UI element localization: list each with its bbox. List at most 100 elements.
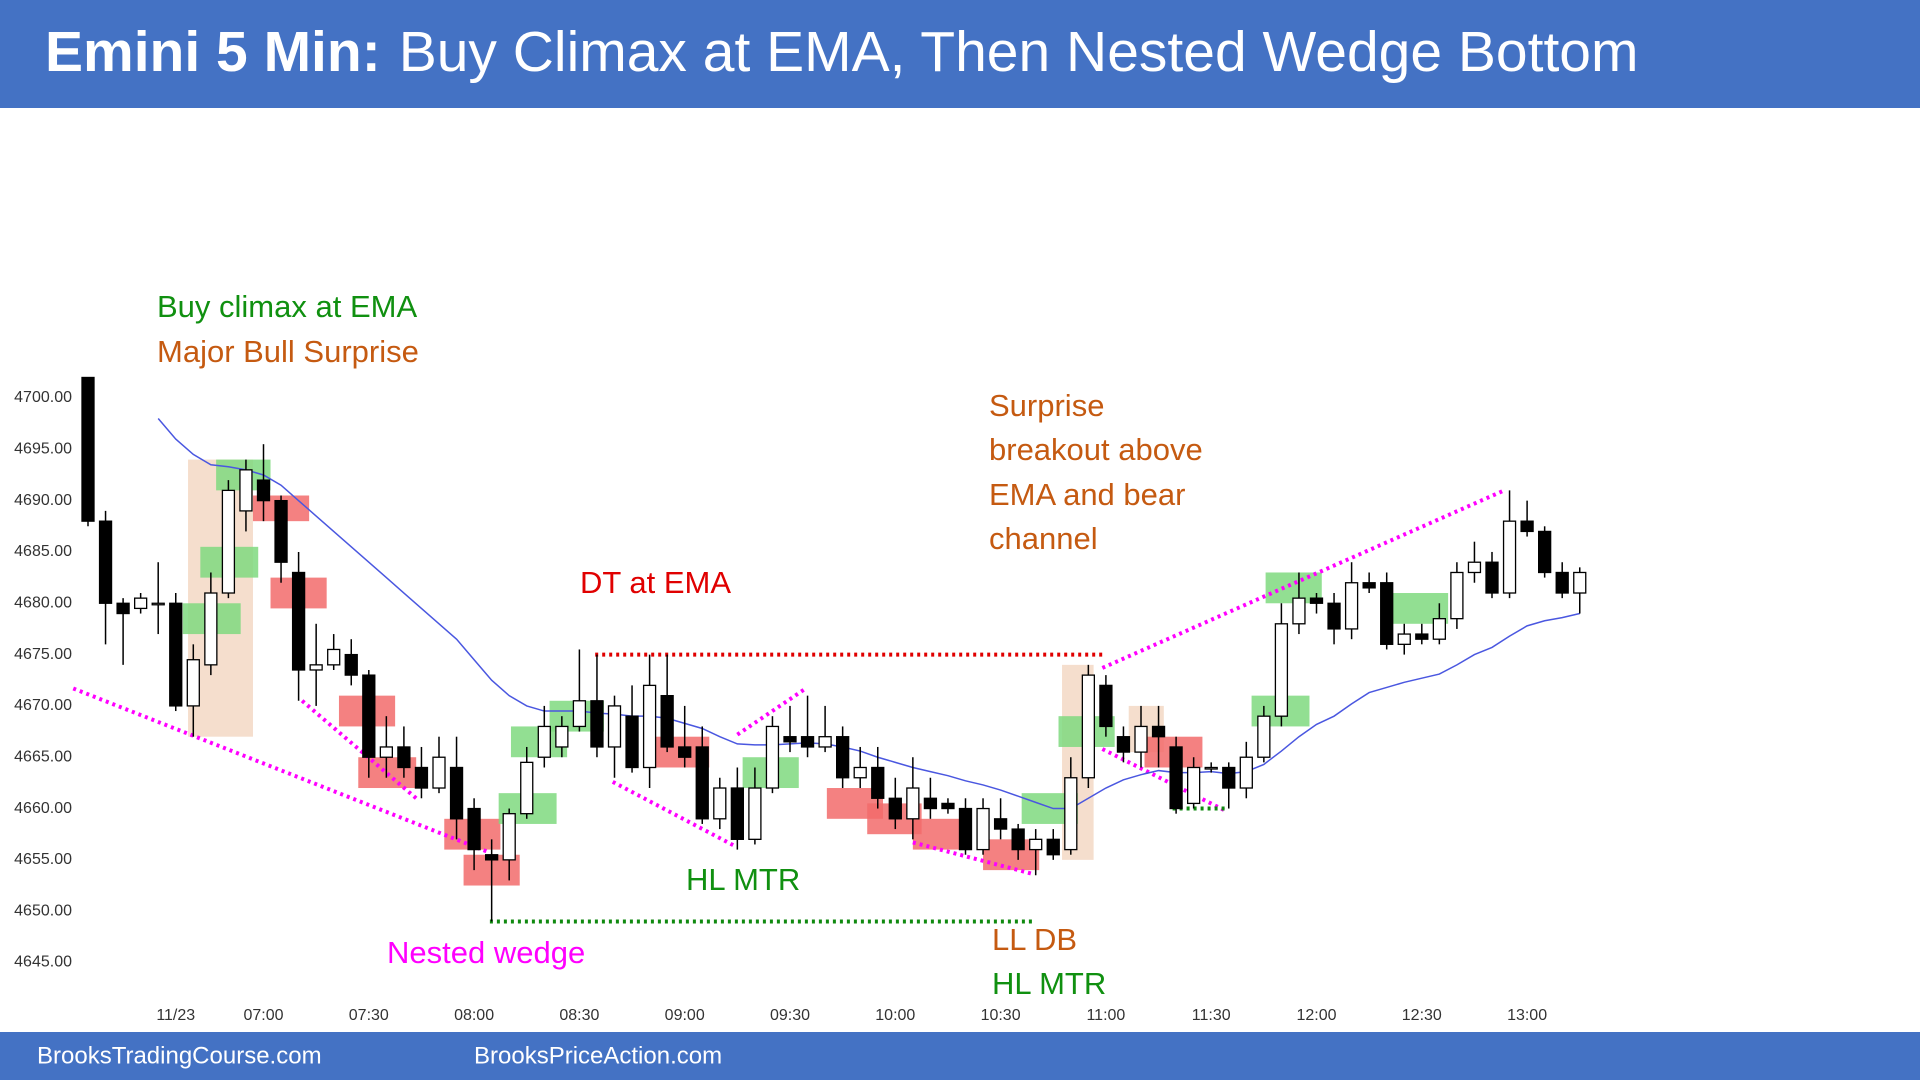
annotation: Surprise — [989, 388, 1104, 423]
candle-body — [327, 648, 341, 666]
candle-body — [572, 700, 587, 728]
candle-body — [1081, 674, 1095, 779]
candle-body — [1555, 571, 1569, 594]
candle-body — [397, 746, 411, 769]
candle-body — [1134, 725, 1148, 753]
candle-body — [1169, 746, 1183, 810]
x-tick-label: 08:00 — [454, 1007, 494, 1024]
candle-body — [1397, 633, 1411, 645]
candle-body — [362, 674, 376, 758]
y-tick-label: 4690.00 — [14, 492, 72, 509]
candle-body — [555, 725, 569, 748]
candle-body — [1344, 582, 1359, 630]
title-lead: Emini 5 Min: — [45, 20, 381, 84]
candle-body — [1029, 838, 1043, 851]
x-tick-label: 11:00 — [1086, 1007, 1125, 1024]
candle-body — [1239, 756, 1253, 789]
candle-body — [1380, 582, 1394, 645]
y-tick-label: 4645.00 — [14, 954, 72, 971]
candle-body — [344, 653, 358, 676]
annotation: channel — [989, 521, 1098, 556]
candle-body — [958, 807, 973, 851]
candle-body — [274, 499, 288, 563]
candle-body — [607, 705, 622, 748]
x-tick-label: 10:30 — [981, 1007, 1021, 1024]
candle-body — [1450, 571, 1464, 620]
candle-body — [976, 807, 990, 851]
candle-body — [484, 854, 499, 861]
candle-body — [1222, 766, 1236, 789]
y-tick-label: 4670.00 — [14, 697, 72, 714]
annotation: LL DB — [992, 922, 1077, 957]
candle-body — [993, 818, 1008, 830]
footer-link: BrooksPriceAction.com — [474, 1042, 722, 1069]
footer-bar — [0, 1032, 1920, 1080]
x-tick-label: 07:00 — [243, 1007, 283, 1024]
y-tick-label: 4660.00 — [14, 800, 72, 817]
x-tick-label: 07:30 — [349, 1007, 389, 1024]
candle-body — [1573, 571, 1587, 594]
candle-body — [432, 756, 446, 789]
candle-body — [1064, 777, 1078, 851]
annotation: EMA and bear — [989, 477, 1185, 512]
y-tick-label: 4685.00 — [14, 543, 72, 560]
candle-body — [116, 602, 130, 615]
candle-body — [1485, 561, 1499, 594]
y-tick-label: 4675.00 — [14, 646, 72, 663]
candle-body — [836, 736, 850, 779]
candle-body — [906, 787, 920, 820]
candle-body — [748, 787, 762, 840]
candle-body — [660, 694, 674, 748]
candle-body — [81, 376, 95, 522]
x-tick-label: 09:00 — [665, 1007, 705, 1024]
candle-body — [186, 659, 200, 707]
trend-line — [1101, 488, 1506, 670]
x-tick-label: 10:00 — [875, 1007, 915, 1024]
candle-body — [818, 736, 832, 748]
candle-body — [98, 520, 113, 604]
candle-body — [256, 479, 271, 502]
x-tick-label: 11:30 — [1192, 1007, 1231, 1024]
candle-body — [1538, 530, 1552, 574]
candle-body — [291, 571, 306, 671]
candle-body — [1187, 766, 1201, 805]
annotation: Major Bull Surprise — [157, 334, 419, 369]
candle-body — [1046, 838, 1060, 856]
candle-body — [1415, 633, 1429, 640]
candle-body — [239, 469, 253, 512]
candle-body — [625, 715, 639, 769]
candle-body — [695, 746, 709, 820]
y-tick-label: 4665.00 — [14, 748, 72, 765]
candle-body — [642, 684, 657, 769]
footer-link: BrooksTradingCourse.com — [37, 1042, 322, 1069]
y-tick-label: 4695.00 — [14, 441, 72, 458]
candle-body — [502, 813, 516, 861]
candle-body — [221, 489, 236, 594]
candle-body — [1204, 766, 1218, 770]
candle-body — [765, 725, 780, 789]
candle-body — [1274, 623, 1289, 717]
candle-body — [1520, 520, 1534, 533]
plot-area: 4645.00 4650.00 4655.00 4660.00 4665.00 4670.… — [14, 289, 1587, 1024]
y-tick-label: 4655.00 — [14, 851, 72, 868]
candle-body — [537, 725, 551, 758]
candle-body — [783, 736, 797, 743]
candle-body — [923, 797, 938, 810]
header-bar — [0, 0, 1920, 108]
x-tick-label: 12:30 — [1402, 1007, 1442, 1024]
x-tick-label: 13:00 — [1507, 1007, 1547, 1024]
candle-body — [1327, 602, 1341, 630]
y-tick-label: 4650.00 — [14, 902, 72, 919]
candle-body — [713, 787, 727, 820]
annotation: breakout above — [989, 432, 1203, 467]
title-text: Buy Climax at EMA, Then Nested Wedge Bot… — [399, 20, 1639, 84]
candle-body — [1467, 561, 1482, 574]
x-tick-label: 09:30 — [770, 1007, 810, 1024]
candle-body — [1502, 520, 1517, 594]
trend-line — [611, 780, 735, 848]
candle-body — [1151, 725, 1166, 738]
candle-body — [467, 807, 481, 851]
candle-body — [800, 736, 815, 748]
annotation: Nested wedge — [387, 935, 585, 970]
